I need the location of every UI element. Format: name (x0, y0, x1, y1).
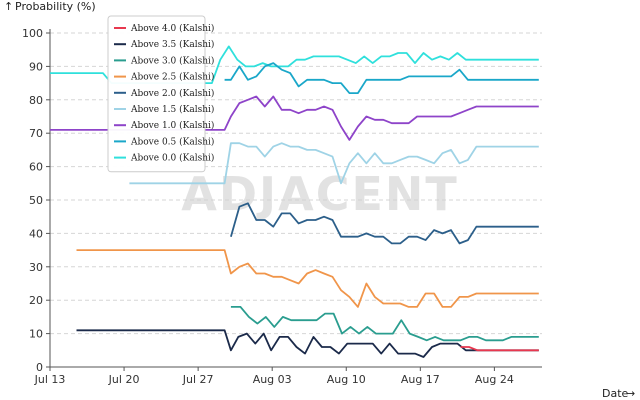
x-tick-label: Aug 17 (401, 373, 440, 386)
series-line (50, 95, 539, 141)
y-axis-arrow-icon: ↑ (4, 0, 13, 13)
y-tick-label: 50 (29, 194, 43, 207)
y-tick-label: 20 (29, 294, 43, 307)
y-tick-label: 40 (29, 227, 43, 240)
y-tick-label: 80 (29, 94, 43, 107)
x-tick-label: Jul 13 (34, 373, 66, 386)
axes: 0 10 20 30 40 50 60 70 80 90 100 Jul 13 Jul 20 Jul 27… (22, 27, 542, 386)
watermark-text: ADJACENT (181, 167, 459, 221)
legend-label: Above 2.0 (Kalshi) (130, 88, 214, 99)
series-line (230, 306, 539, 342)
x-tick-label: Aug 03 (253, 373, 292, 386)
legend-label: Above 2.5 (Kalshi) (130, 72, 214, 83)
series-line (460, 346, 539, 352)
series-line (76, 329, 539, 358)
x-tick-label: Aug 24 (475, 373, 514, 386)
series-line (230, 202, 539, 245)
series-line (129, 142, 539, 185)
legend-label: Above 0.5 (Kalshi) (130, 136, 214, 147)
y-tick-label: 0 (36, 361, 43, 374)
legend-label: Above 0.0 (Kalshi) (130, 153, 214, 164)
y-tick-label: 10 (29, 328, 43, 341)
legend-box (107, 15, 206, 173)
legend-label: Above 3.0 (Kalshi) (130, 55, 214, 66)
y-tick-label: 100 (22, 27, 43, 40)
series-line (50, 45, 539, 84)
legend: Above 4.0 (Kalshi) Above 3.5 (Kalshi) Abov… (107, 15, 214, 173)
gridlines (50, 32, 542, 335)
y-axis-title: Probability (%) (15, 0, 96, 13)
x-tick-label: Jul 20 (108, 373, 140, 386)
y-tick-label: 60 (29, 161, 43, 174)
x-tick-label: Jul 27 (182, 373, 214, 386)
x-tick-label: Aug 10 (327, 373, 366, 386)
y-tick-label: 90 (29, 60, 43, 73)
legend-label: Above 4.0 (Kalshi) (130, 23, 214, 34)
y-tick-label: 30 (29, 261, 43, 274)
legend-label: Above 1.0 (Kalshi) (130, 120, 214, 131)
series-line (224, 62, 539, 94)
x-axis-arrow-icon: → (626, 387, 635, 400)
x-axis-title: Date (602, 387, 629, 400)
y-tick-label: 70 (29, 127, 43, 140)
series-line (76, 249, 539, 308)
legend-label: Above 1.5 (Kalshi) (130, 104, 214, 115)
legend-label: Above 3.5 (Kalshi) (130, 39, 214, 50)
series-lines (50, 45, 539, 358)
